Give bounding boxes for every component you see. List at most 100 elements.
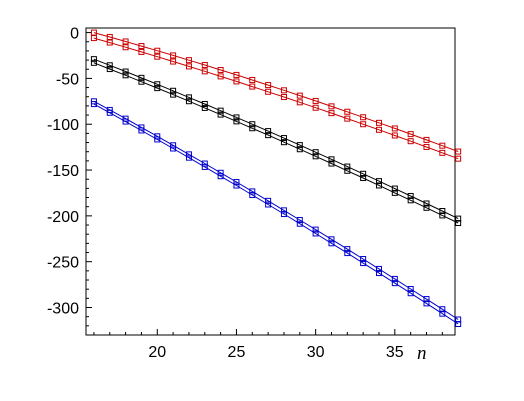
- series-1: [90, 29, 462, 155]
- data-point: [375, 270, 382, 277]
- series-4: [90, 59, 462, 227]
- data-point: [455, 321, 462, 328]
- data-point: [201, 163, 208, 170]
- data-point: [217, 107, 224, 114]
- data-point: [328, 156, 335, 163]
- series-6: [90, 101, 462, 328]
- data-point: [233, 118, 240, 125]
- data-point: [233, 114, 240, 121]
- data-point: [201, 68, 208, 75]
- data-point: [439, 306, 446, 313]
- series-2: [90, 35, 462, 162]
- y-tick-label: -300: [47, 301, 79, 318]
- data-point: [106, 109, 113, 116]
- data-point: [249, 121, 256, 128]
- data-point: [185, 151, 192, 158]
- data-point: [375, 265, 382, 272]
- x-tick-labels: 20 25 30 35: [148, 344, 403, 361]
- data-point: [249, 188, 256, 195]
- y-tick-labels: 0 -50 -100 -150 -200 -250 -300: [47, 26, 79, 318]
- data-point: [154, 81, 161, 88]
- data-point: [280, 135, 287, 142]
- data-point: [122, 118, 129, 125]
- data-point: [217, 173, 224, 180]
- data-point: [423, 143, 430, 150]
- y-tick-label: -250: [47, 255, 79, 272]
- data-point: [265, 128, 272, 135]
- x-tick-label: 25: [228, 344, 246, 361]
- data-point: [439, 208, 446, 215]
- data-point: [391, 275, 398, 282]
- data-point: [375, 178, 382, 185]
- data-point: [312, 104, 319, 111]
- data-point: [360, 170, 367, 177]
- data-point: [106, 66, 113, 73]
- data-point: [154, 53, 161, 60]
- data-point: [439, 310, 446, 317]
- data-point: [249, 191, 256, 198]
- data-point: [138, 124, 145, 131]
- data-point: [201, 160, 208, 167]
- data-point: [122, 72, 129, 79]
- y-tick-label: -200: [47, 209, 79, 226]
- data-point: [185, 154, 192, 161]
- data-point: [265, 197, 272, 204]
- data-point: [233, 71, 240, 78]
- data-point: [106, 39, 113, 46]
- data-point: [217, 66, 224, 73]
- data-point: [375, 182, 382, 189]
- data-point: [328, 240, 335, 247]
- data-point: [154, 136, 161, 143]
- data-point: [375, 119, 382, 126]
- data-point: [170, 58, 177, 65]
- data-point: [265, 132, 272, 139]
- data-point: [265, 82, 272, 89]
- data-point: [217, 111, 224, 118]
- data-point: [296, 216, 303, 223]
- data-point: [249, 76, 256, 83]
- data-point: [360, 121, 367, 128]
- data-point: [106, 62, 113, 69]
- data-point: [233, 182, 240, 189]
- data-point: [154, 85, 161, 92]
- data-point: [423, 204, 430, 211]
- data-point: [170, 52, 177, 59]
- series-layer: [90, 29, 462, 328]
- data-point: [296, 92, 303, 99]
- data-point: [280, 139, 287, 146]
- data-point: [455, 155, 462, 162]
- data-point: [312, 226, 319, 233]
- data-point: [280, 207, 287, 214]
- data-point: [138, 43, 145, 50]
- data-point: [185, 94, 192, 101]
- plot-frame: [85, 27, 456, 336]
- data-point: [185, 63, 192, 70]
- series-3: [90, 56, 462, 222]
- data-point: [344, 250, 351, 257]
- data-point: [312, 149, 319, 156]
- data-point: [170, 91, 177, 98]
- data-point: [217, 169, 224, 176]
- data-point: [233, 179, 240, 186]
- data-point: [439, 212, 446, 219]
- data-point: [455, 316, 462, 323]
- data-point: [360, 114, 367, 121]
- y-tick-label: 0: [70, 26, 79, 43]
- minor-ticks: [86, 41, 443, 336]
- data-point: [170, 87, 177, 94]
- y-tick-label: -150: [47, 163, 79, 180]
- data-point: [407, 192, 414, 199]
- data-point: [439, 142, 446, 149]
- data-point: [154, 47, 161, 54]
- data-point: [312, 97, 319, 104]
- data-point: [439, 149, 446, 156]
- data-point: [455, 215, 462, 222]
- data-point: [344, 246, 351, 253]
- data-point: [106, 33, 113, 40]
- y-tick-label: -50: [56, 71, 79, 88]
- x-tick-label: 20: [148, 344, 166, 361]
- data-point: [138, 127, 145, 134]
- data-point: [296, 142, 303, 149]
- data-point: [170, 142, 177, 149]
- data-point: [328, 110, 335, 117]
